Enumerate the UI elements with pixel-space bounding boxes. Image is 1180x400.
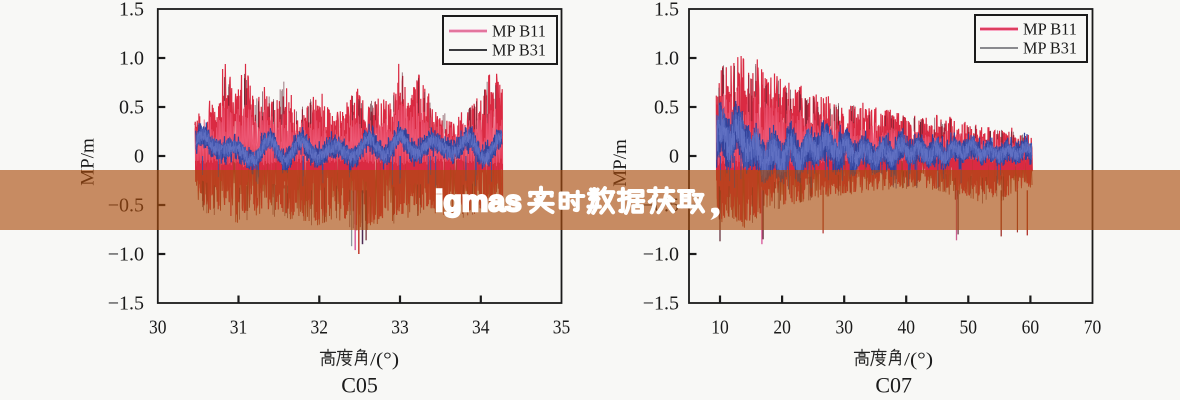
svg-text:30: 30 — [835, 317, 853, 339]
svg-text:30: 30 — [149, 317, 167, 339]
svg-text:40: 40 — [897, 317, 915, 339]
svg-text:35: 35 — [553, 317, 571, 339]
svg-text:MP B11: MP B11 — [492, 22, 546, 41]
svg-text:0: 0 — [669, 146, 679, 168]
svg-text:60: 60 — [1022, 317, 1040, 339]
svg-text:MP B11: MP B11 — [1023, 20, 1077, 39]
svg-text:MP B31: MP B31 — [492, 41, 546, 60]
svg-text:1.0: 1.0 — [654, 48, 679, 70]
svg-text:0.5: 0.5 — [654, 97, 679, 119]
svg-text:1.0: 1.0 — [119, 48, 144, 70]
svg-text:34: 34 — [472, 317, 490, 339]
svg-text:igmas: igmas — [435, 185, 522, 218]
svg-text:0: 0 — [134, 146, 144, 168]
svg-text:C07: C07 — [875, 373, 912, 398]
svg-text:−1.0: −1.0 — [108, 244, 144, 266]
svg-text:0.5: 0.5 — [119, 97, 144, 119]
svg-text:31: 31 — [230, 317, 248, 339]
svg-text:/(°): /(°) — [370, 350, 399, 371]
svg-text:20: 20 — [773, 317, 791, 339]
svg-text:/(°): /(°) — [904, 350, 933, 371]
svg-text:10: 10 — [711, 317, 729, 339]
svg-text:1.5: 1.5 — [119, 0, 144, 21]
svg-text:32: 32 — [311, 317, 329, 339]
svg-text:1.5: 1.5 — [654, 0, 679, 21]
svg-text:MP B31: MP B31 — [1023, 39, 1077, 58]
svg-text:C05: C05 — [341, 373, 378, 398]
svg-text:50: 50 — [960, 317, 978, 339]
svg-text:70: 70 — [1084, 317, 1102, 339]
svg-text:−1.0: −1.0 — [643, 244, 679, 266]
svg-text:−1.5: −1.5 — [643, 293, 679, 315]
svg-text:−1.5: −1.5 — [108, 293, 144, 315]
svg-text:33: 33 — [391, 317, 409, 339]
